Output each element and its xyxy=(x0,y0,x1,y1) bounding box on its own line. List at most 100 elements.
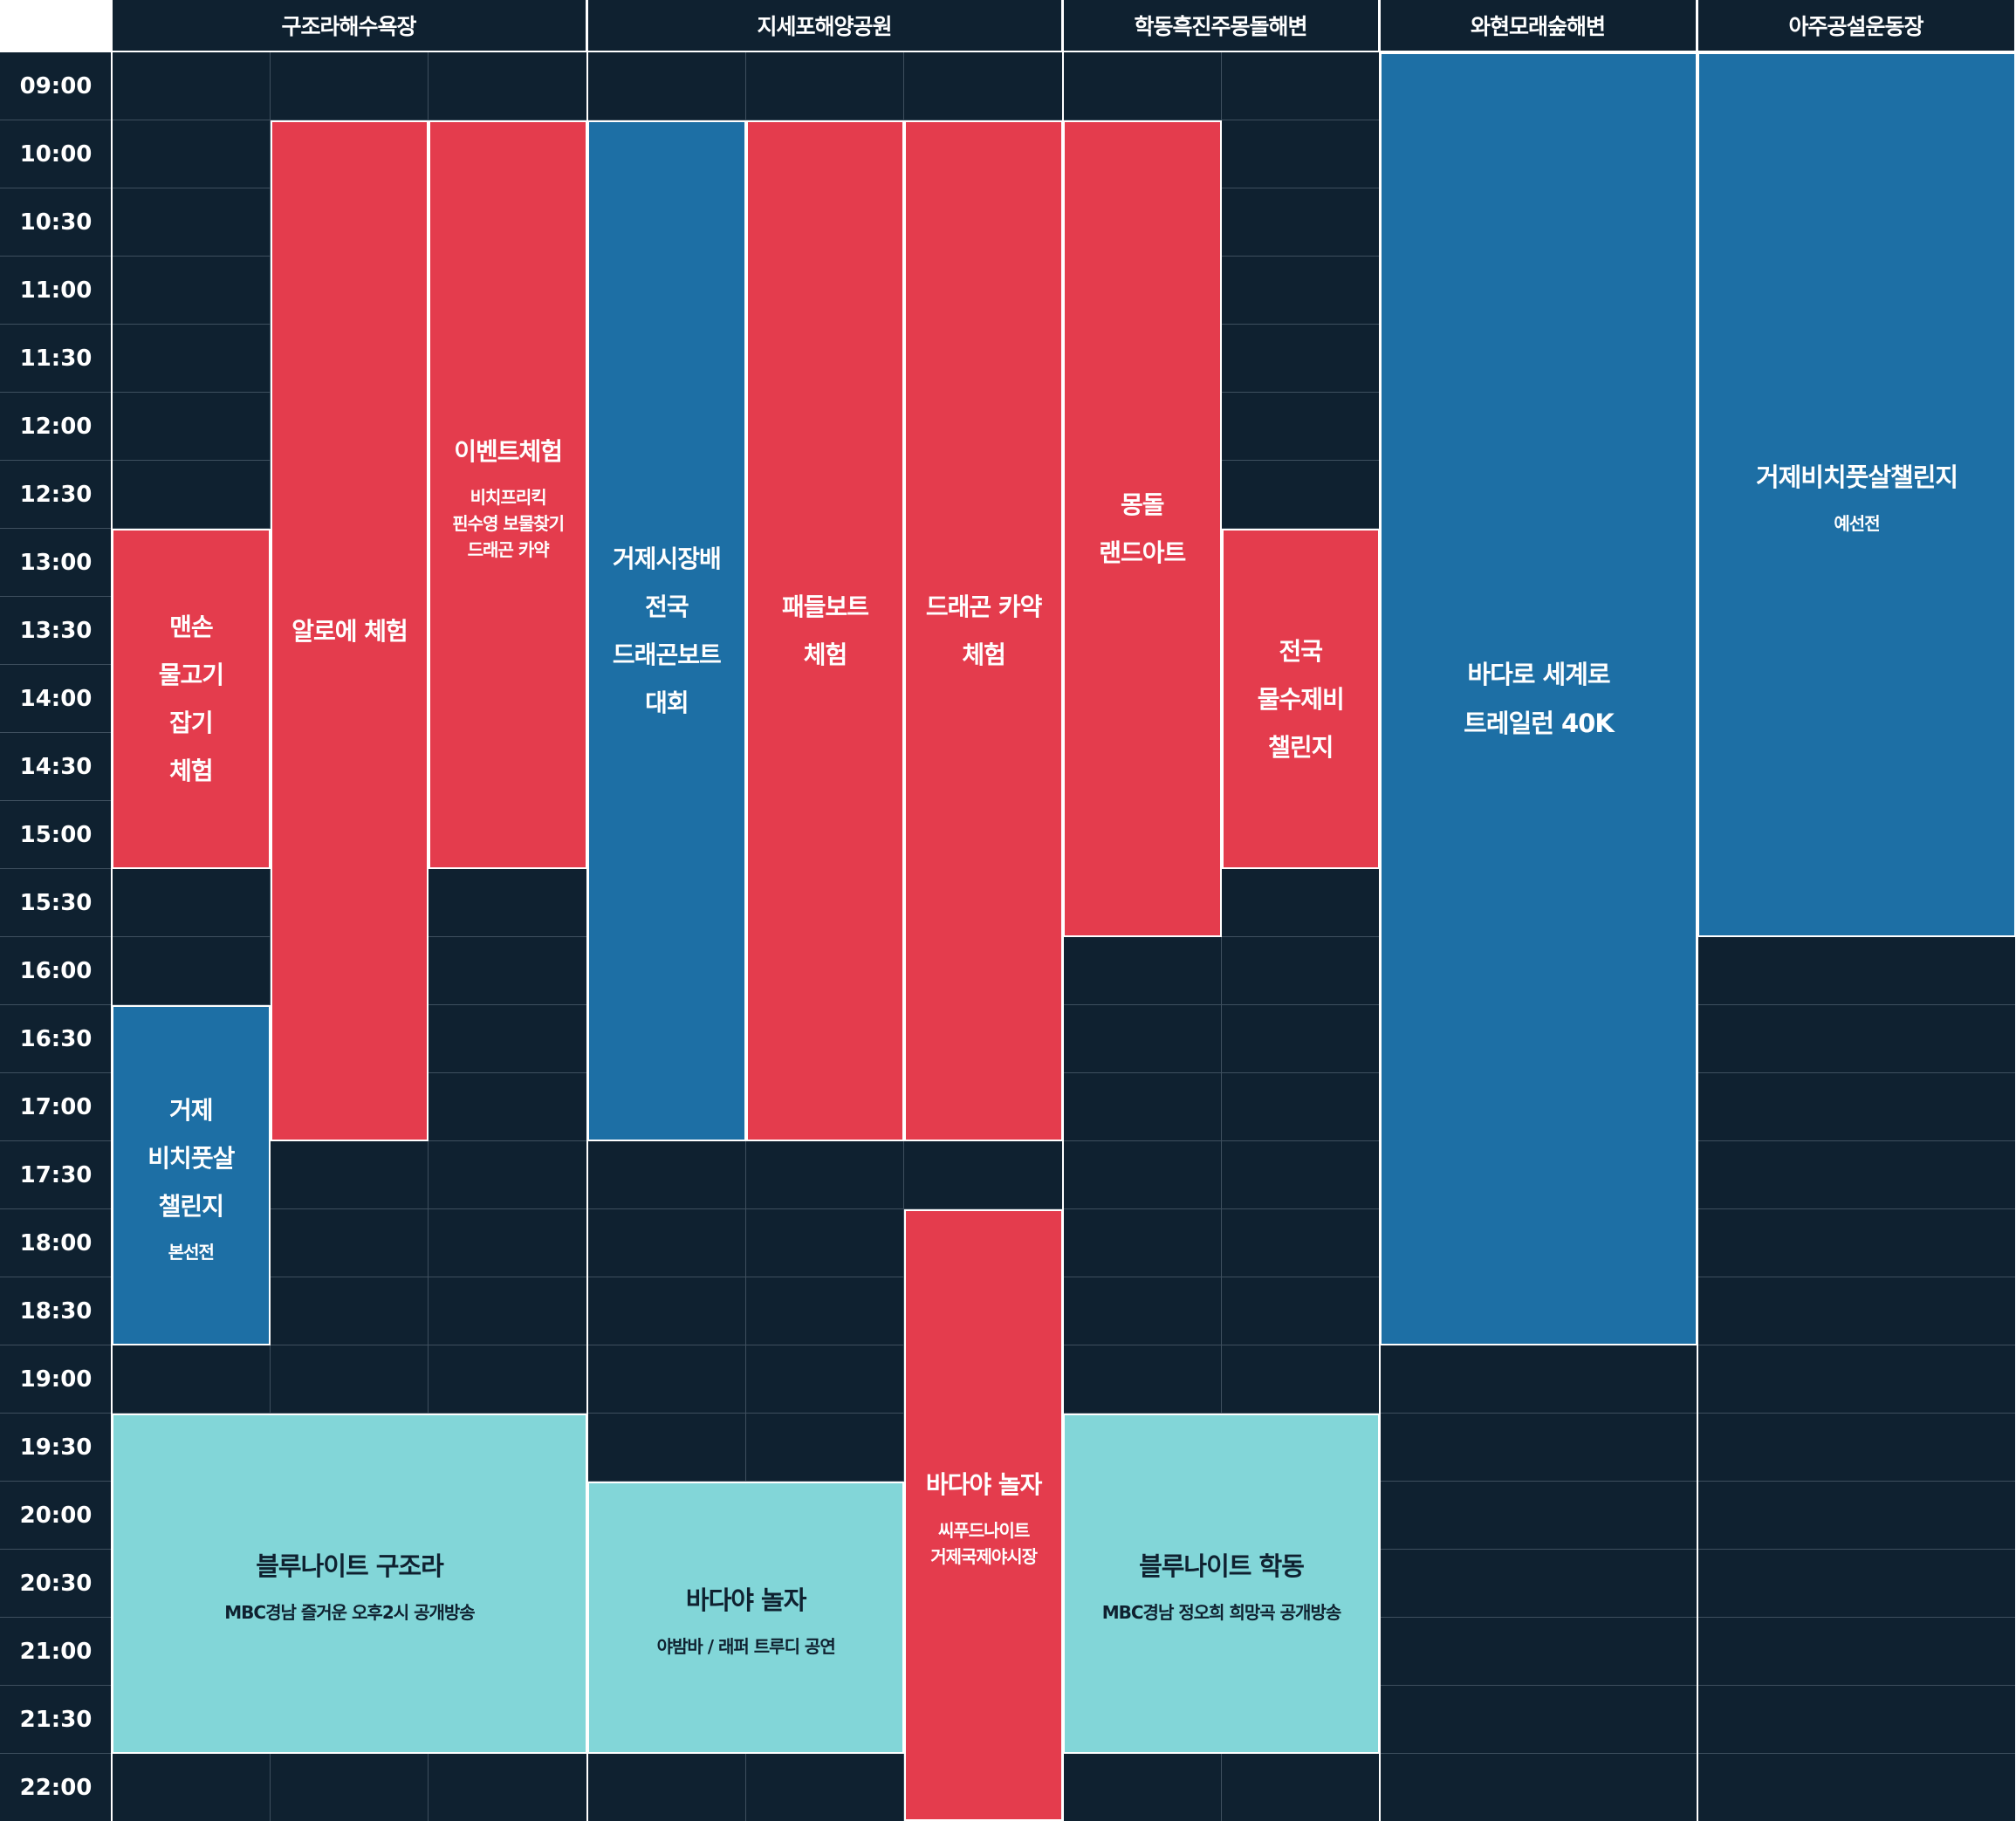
grid-cell xyxy=(1221,1277,1380,1345)
event-title: 맨손 물고기 잡기 체험 xyxy=(158,613,224,785)
time-label: 18:00 xyxy=(0,1209,112,1277)
event-subtitle: 본선전 xyxy=(168,1241,215,1263)
grid-cell xyxy=(112,257,271,325)
grid-cell xyxy=(1380,1414,1697,1482)
grid-cell xyxy=(1221,1005,1380,1073)
grid-cell xyxy=(112,393,271,461)
grid-cell xyxy=(1063,1005,1222,1073)
time-label: 11:00 xyxy=(0,257,112,325)
grid-cell xyxy=(1221,461,1380,529)
grid-cell xyxy=(1380,1345,1697,1414)
event-title: 이벤트체험 xyxy=(454,436,563,466)
time-label: 09:00 xyxy=(0,52,112,120)
event-title: 패들보트 체험 xyxy=(781,592,869,669)
event-title: 드래곤 카약 체험 xyxy=(925,592,1043,669)
event-block-e5[interactable]: 블루나이트 구조라 MBC경남 즐거운 오후2시 공개방송 xyxy=(112,1414,587,1754)
grid-cell xyxy=(745,1414,905,1482)
grid-cell xyxy=(1063,1209,1222,1277)
grid-cell xyxy=(1697,1754,2016,1821)
grid-cell xyxy=(587,1345,746,1414)
grid-cell xyxy=(112,120,271,188)
grid-cell xyxy=(429,1209,587,1277)
time-label: 16:00 xyxy=(0,937,112,1005)
time-label: 22:00 xyxy=(0,1754,112,1821)
event-block-e14[interactable]: 바다로 세계로 트레일런 40K xyxy=(1380,52,1697,1345)
grid-cell xyxy=(745,1209,905,1277)
event-block-e1[interactable]: 맨손 물고기 잡기 체험 xyxy=(112,529,271,869)
time-label: 10:00 xyxy=(0,120,112,188)
time-label: 16:30 xyxy=(0,1005,112,1073)
corner-cell xyxy=(0,0,112,52)
grid-cell xyxy=(1063,1073,1222,1141)
event-block-e10[interactable]: 바다야 놀자 씨푸드나이트 거제국제야시장 xyxy=(904,1209,1063,1821)
grid-cell xyxy=(429,1141,587,1209)
grid-cell xyxy=(745,52,905,120)
grid-cell xyxy=(1697,1686,2016,1754)
grid-cell xyxy=(587,1209,746,1277)
grid-cell xyxy=(429,1277,587,1345)
grid-cell xyxy=(587,52,746,120)
grid-cell xyxy=(1697,1345,2016,1414)
grid-cell xyxy=(904,52,1063,120)
grid-cell xyxy=(1380,1618,1697,1686)
grid-cell xyxy=(1063,1277,1222,1345)
time-label: 11:30 xyxy=(0,325,112,393)
venue-header-v4: 와현모래숲해변 xyxy=(1380,0,1697,52)
grid-cell xyxy=(746,1754,905,1821)
grid-cell xyxy=(587,1754,746,1821)
grid-cell xyxy=(587,1414,746,1482)
grid-cell xyxy=(112,52,271,120)
grid-cell xyxy=(112,325,271,393)
event-block-e6[interactable]: 거제시장배 전국 드래곤보트 대회 xyxy=(587,120,746,1141)
grid-cell xyxy=(1063,1345,1222,1414)
time-label: 13:30 xyxy=(0,597,112,665)
time-label: 19:30 xyxy=(0,1414,112,1482)
event-block-e8[interactable]: 드래곤 카약 체험 xyxy=(904,120,1063,1141)
event-subtitle: 야밤바 / 래퍼 트루디 공연 xyxy=(656,1636,836,1657)
event-block-e9[interactable]: 바다야 놀자 야밤바 / 래퍼 트루디 공연 xyxy=(587,1482,905,1754)
time-label: 20:30 xyxy=(0,1550,112,1618)
grid-cell xyxy=(1221,869,1380,937)
venue-header-v2: 지세포해양공원 xyxy=(587,0,1063,52)
grid-cell xyxy=(904,1141,1063,1209)
grid-cell xyxy=(1697,1073,2016,1141)
grid-cell xyxy=(1697,1005,2016,1073)
event-title: 알로에 체험 xyxy=(291,616,408,646)
event-block-e12[interactable]: 전국 물수제비 챌린지 xyxy=(1221,529,1380,869)
event-block-e11[interactable]: 몽돌 랜드아트 xyxy=(1063,120,1222,937)
event-title: 거제비치풋살챌린지 xyxy=(1755,462,1958,492)
grid-cell xyxy=(1222,1754,1380,1821)
grid-cell xyxy=(429,937,587,1005)
time-label: 17:30 xyxy=(0,1141,112,1209)
event-subtitle: 비치프리킥 핀수영 보물찾기 드래곤 카약 xyxy=(452,486,565,560)
grid-cell xyxy=(1221,1345,1380,1414)
venue-header-v3: 학동흑진주몽돌해변 xyxy=(1063,0,1380,52)
event-block-e4[interactable]: 거제 비치풋살 챌린지 본선전 xyxy=(112,1005,271,1345)
event-subtitle: 씨푸드나이트 거제국제야시장 xyxy=(930,1520,1038,1567)
event-block-e2[interactable]: 알로에 체험 xyxy=(270,120,429,1141)
event-title: 전국 물수제비 챌린지 xyxy=(1257,636,1345,762)
grid-cell xyxy=(1380,1686,1697,1754)
event-block-e13[interactable]: 블루나이트 학동 MBC경남 정오희 희망곡 공개방송 xyxy=(1063,1414,1380,1754)
grid-cell xyxy=(271,1754,429,1821)
grid-cell xyxy=(1221,937,1380,1005)
grid-cell xyxy=(270,52,429,120)
event-title: 바다로 세계로 트레일런 40K xyxy=(1464,660,1615,738)
grid-cell xyxy=(270,1345,429,1414)
time-label: 12:30 xyxy=(0,461,112,529)
grid-cell xyxy=(1380,1550,1697,1618)
time-label: 19:00 xyxy=(0,1345,112,1414)
grid-cell xyxy=(429,1073,587,1141)
event-subtitle: 예선전 xyxy=(1834,513,1880,534)
grid-cell xyxy=(1221,52,1380,120)
grid-cell xyxy=(1221,1073,1380,1141)
time-label: 17:00 xyxy=(0,1073,112,1141)
grid-cell xyxy=(1697,1618,2016,1686)
grid-cell xyxy=(112,869,271,937)
time-column-divider xyxy=(111,0,113,1821)
event-block-e7[interactable]: 패들보트 체험 xyxy=(745,120,905,1141)
time-label: 21:00 xyxy=(0,1618,112,1686)
